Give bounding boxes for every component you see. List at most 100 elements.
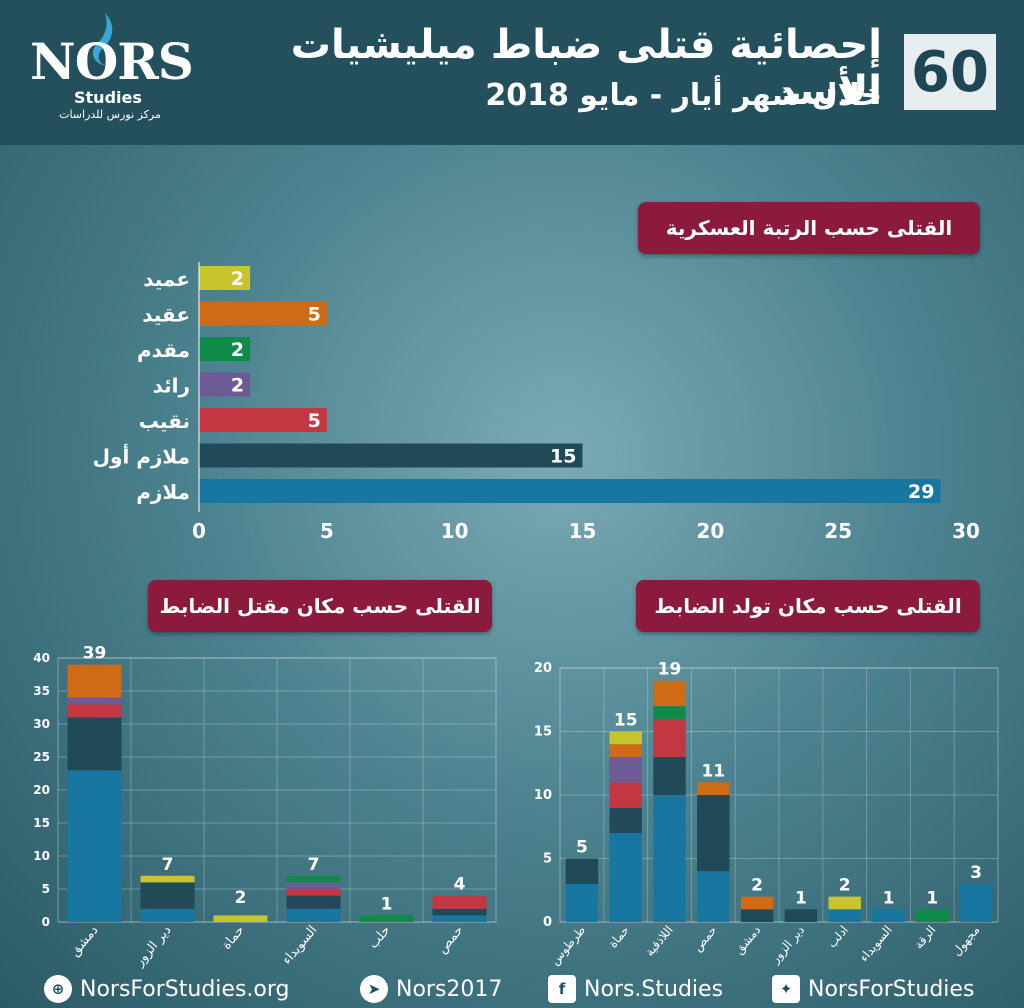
- category-label: ادلب: [825, 923, 851, 950]
- footer-telegram[interactable]: ➤ Nors2017: [360, 974, 502, 1004]
- category-label: حمص: [435, 923, 467, 957]
- stacked-bar-segment: [609, 744, 642, 757]
- stacked-bar-segment: [140, 875, 195, 883]
- bar-total-label: 11: [701, 761, 725, 781]
- stacked-bar-segment: [959, 883, 993, 922]
- stacked-bar-segment: [697, 871, 730, 922]
- telegram-icon: ➤: [360, 975, 388, 1003]
- logo-arabic-text: مركز نورس للدراسات: [59, 108, 161, 121]
- rank-category-label: مقدم: [137, 338, 190, 362]
- bar-total-label: 3: [970, 863, 982, 883]
- rank-bar-value: 2: [231, 339, 244, 361]
- stacked-bar-segment: [432, 908, 487, 916]
- rank-bar-value: 5: [308, 410, 321, 432]
- footer-website[interactable]: ⊕ NorsForStudies.org: [44, 974, 289, 1004]
- category-label: طرطوس: [548, 923, 589, 968]
- stacked-bar-segment: [286, 908, 341, 922]
- category-label: اللاذقية: [642, 923, 675, 959]
- stacked-bar-segment: [828, 896, 861, 910]
- stacked-bar-segment: [565, 858, 599, 884]
- y-tick-label: 30: [33, 717, 50, 731]
- bar-total-label: 2: [839, 876, 851, 896]
- rank-bar-value: 2: [231, 375, 244, 397]
- rank-bar: [199, 301, 327, 326]
- bar-total-label: 19: [658, 660, 682, 680]
- stacked-bar-segment: [653, 718, 686, 757]
- stacked-bar-segment: [67, 664, 122, 698]
- footer-twitter-text: NorsForStudies: [808, 976, 975, 1002]
- rank-x-tick-label: 0: [192, 519, 206, 543]
- stacked-bar-segment: [697, 795, 730, 872]
- category-label: السويداء: [279, 923, 320, 968]
- bar-total-label: 2: [751, 876, 763, 896]
- stacked-bar-segment: [609, 807, 642, 834]
- logo-subtext: Studies: [74, 88, 142, 107]
- footer: ⊕ NorsForStudies.org ➤ Nors2017 f Nors.S…: [0, 968, 1024, 1008]
- stacked-bar-segment: [872, 909, 905, 922]
- stacked-bar-segment: [286, 889, 341, 896]
- stacked-bar-segment: [609, 756, 642, 783]
- category-label: الرقة: [911, 923, 939, 952]
- rank-category-label: رائد: [153, 374, 190, 398]
- nors-logo: NORS Studies مركز نورس للدراسات: [30, 10, 194, 121]
- y-tick-label: 10: [33, 849, 50, 863]
- stacked-bar-segment: [140, 908, 195, 922]
- y-tick-label: 20: [534, 661, 552, 676]
- stacked-bar-segment: [432, 895, 487, 909]
- category-label: مجهول: [949, 923, 983, 959]
- chart-frame: [559, 667, 999, 923]
- bar-total-label: 5: [576, 838, 588, 858]
- bar-total-label: 1: [381, 894, 393, 914]
- stacked-bar-segment: [432, 915, 487, 922]
- y-tick-label: 5: [543, 852, 552, 867]
- rank-bar: [199, 408, 327, 432]
- footer-facebook-text: Nors.Studies: [584, 976, 724, 1002]
- y-tick-label: 0: [543, 915, 552, 930]
- twitter-icon: ✦: [772, 975, 800, 1003]
- rank-x-tick-label: 25: [824, 519, 852, 543]
- stacked-bar-segment: [653, 680, 686, 707]
- stacked-bar-segment: [140, 882, 195, 909]
- page-title: إحصائية قتلى ضباط ميليشيات الأسد: [290, 22, 882, 114]
- rank-category-label: ملازم أول: [93, 443, 190, 469]
- category-label: دمشق: [732, 923, 764, 958]
- bar-total-label: 1: [883, 888, 895, 908]
- stacked-bar-segment: [286, 882, 341, 889]
- stacked-bar-segment: [359, 915, 414, 922]
- birth-place-section-title: القتلى حسب مكان تولد الضابط: [636, 580, 980, 632]
- rank-x-tick-label: 15: [569, 519, 597, 543]
- y-tick-label: 20: [33, 783, 50, 797]
- footer-facebook[interactable]: f Nors.Studies: [548, 974, 723, 1004]
- rank-section-title: القتلى حسب الرتبة العسكرية: [638, 202, 980, 254]
- y-tick-label: 40: [33, 651, 50, 665]
- stacked-bar-segment: [67, 697, 122, 705]
- stacked-bar-segment: [609, 731, 642, 745]
- stacked-bar-segment: [697, 782, 730, 795]
- rank-bar-value: 15: [550, 446, 576, 468]
- rank-bar-value: 29: [908, 481, 934, 503]
- page-subtitle: خلال شهر أيار - مايو 2018: [485, 78, 882, 113]
- bar-total-label: 39: [83, 644, 107, 664]
- rank-category-label: نقيب: [139, 409, 190, 433]
- rank-category-label: عميد: [143, 267, 190, 291]
- category-label: دمشق: [67, 923, 101, 960]
- y-tick-label: 15: [33, 816, 50, 830]
- globe-icon: ⊕: [44, 975, 72, 1003]
- stacked-bar-segment: [565, 883, 599, 922]
- rank-x-tick-label: 20: [696, 519, 724, 543]
- category-label: حماة: [606, 923, 632, 951]
- rank-bar-value: 5: [308, 304, 321, 326]
- rank-bar: [199, 372, 251, 397]
- bar-total-label: 2: [235, 888, 247, 908]
- stacked-bar-segment: [916, 909, 949, 922]
- stacked-bar-segment: [740, 909, 774, 922]
- footer-twitter[interactable]: ✦ NorsForStudies: [772, 974, 974, 1004]
- stacked-bar-segment: [67, 770, 122, 922]
- stacked-bar-segment: [609, 782, 642, 808]
- stacked-bar-segment: [784, 909, 818, 922]
- header-banner: NORS Studies مركز نورس للدراسات إحصائية …: [0, 0, 1024, 145]
- category-label: السويداء: [857, 923, 896, 965]
- bar-total-label: 7: [308, 855, 320, 875]
